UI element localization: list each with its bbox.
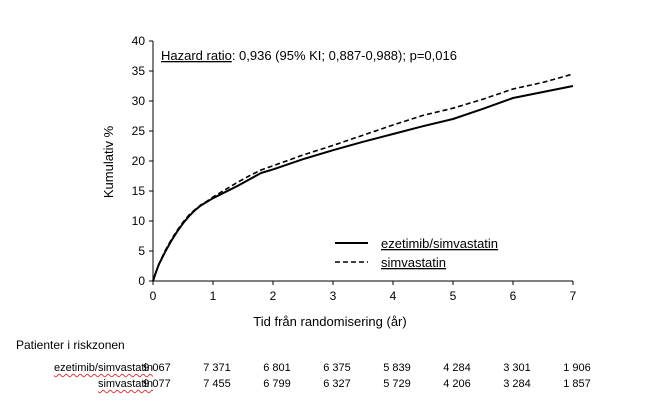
- at-risk-value: 7 455: [203, 378, 231, 390]
- at-risk-value: 3 301: [503, 362, 531, 374]
- hazard-ratio-annotation: Hazard ratio: 0,936 (95% KI; 0,887-0,988…: [161, 48, 457, 63]
- legend-label-ezetimib-simvastatin: ezetimib/simvastatin: [381, 236, 498, 251]
- at-risk-row-ezetimib-simvastatin: ezetimib/simvastatin 9 067 7 371 6 801 6 37…: [16, 362, 636, 376]
- at-risk-value: 3 284: [503, 378, 531, 390]
- x-tick-label: 1: [210, 289, 217, 303]
- at-risk-value: 9 077: [143, 378, 171, 390]
- y-tick-label: 40: [132, 34, 146, 48]
- y-tick-label: 25: [132, 124, 146, 138]
- y-tick-label: 35: [132, 64, 146, 78]
- at-risk-value: 4 284: [443, 362, 471, 374]
- y-tick-label: 0: [138, 274, 145, 288]
- y-tick-label: 10: [132, 214, 146, 228]
- at-risk-value: 9 067: [143, 362, 171, 374]
- x-axis-ticks: 0 1 2 3 4 5 6 7: [150, 281, 577, 303]
- series-line-ezetimib-simvastatin: [152, 85, 574, 282]
- legend: ezetimib/simvastatin simvastatin: [335, 236, 498, 270]
- chart: 0 5 10 15 20 25 30 35 40 0 1 2 3 4 5 6 7 Kumulativ % Ti…: [101, 34, 577, 329]
- at-risk-value: 6 801: [263, 362, 291, 374]
- y-tick-label: 30: [132, 94, 146, 108]
- series-layer: [152, 73, 574, 282]
- x-tick-label: 4: [390, 289, 397, 303]
- legend-label-simvastatin: simvastatin: [381, 255, 446, 270]
- y-axis-ticks: 0 5 10 15 20 25 30 35 40: [132, 34, 153, 288]
- at-risk-value: 6 799: [263, 378, 291, 390]
- at-risk-value: 5 729: [383, 378, 411, 390]
- at-risk-row-label: simvastatin: [97, 378, 153, 390]
- x-tick-label: 5: [450, 289, 457, 303]
- hazard-ratio-text: : 0,936 (95% KI; 0,887-0,988); p=0,016: [232, 48, 457, 63]
- at-risk-row-label: ezetimib/simvastatin: [53, 362, 153, 374]
- x-tick-label: 2: [270, 289, 277, 303]
- at-risk-title: Patienter i riskzonen: [16, 338, 125, 352]
- at-risk-value: 4 206: [443, 378, 471, 390]
- x-axis-title: Tid från randomisering (år): [253, 314, 406, 329]
- hazard-ratio-prefix: Hazard ratio: [161, 48, 232, 63]
- x-tick-label: 6: [510, 289, 517, 303]
- at-risk-row-simvastatin: simvastatin 9 077 7 455 6 799 6 327 5 729 4 2…: [16, 378, 636, 392]
- x-tick-label: 0: [150, 289, 157, 303]
- x-tick-label: 3: [330, 289, 337, 303]
- y-axis-title: Kumulativ %: [101, 125, 116, 198]
- at-risk-value: 7 371: [203, 362, 231, 374]
- x-tick-label: 7: [570, 289, 577, 303]
- y-tick-label: 15: [132, 184, 146, 198]
- at-risk-value: 1 906: [563, 362, 591, 374]
- axes: [152, 41, 573, 282]
- at-risk-value: 6 375: [323, 362, 351, 374]
- series-line-simvastatin: [152, 73, 574, 282]
- at-risk-value: 6 327: [323, 378, 351, 390]
- at-risk-value: 1 857: [563, 378, 591, 390]
- y-tick-label: 5: [138, 244, 145, 258]
- y-tick-label: 20: [132, 154, 146, 168]
- at-risk-value: 5 839: [383, 362, 411, 374]
